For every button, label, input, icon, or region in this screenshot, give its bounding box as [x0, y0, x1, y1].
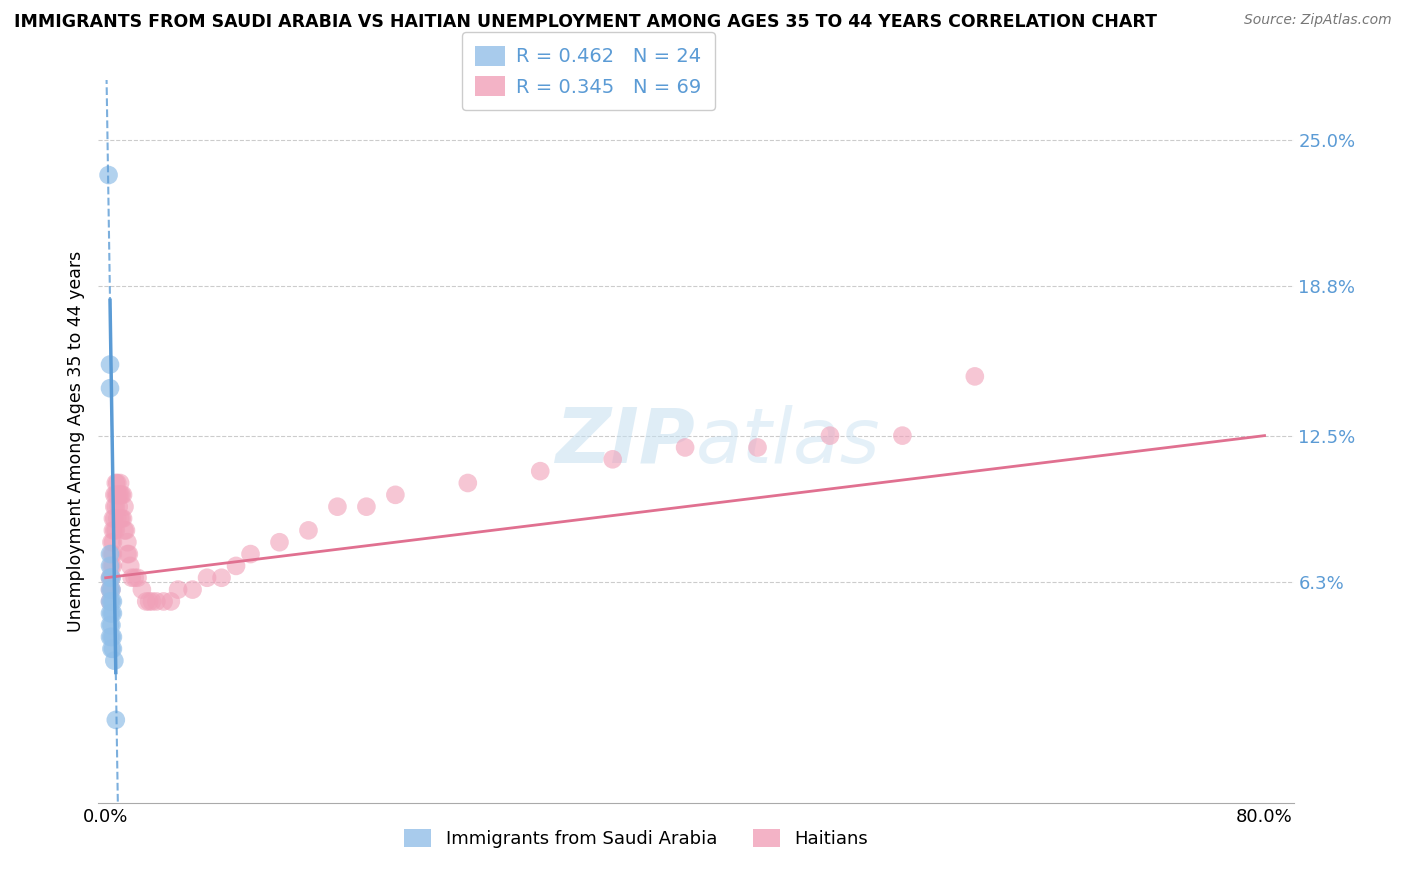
Point	[112, 511, 135, 525]
Point	[225, 558, 247, 573]
Point	[152, 594, 174, 608]
Point	[98, 594, 121, 608]
Point	[138, 594, 160, 608]
Point	[105, 475, 128, 490]
Text: Source: ZipAtlas.com: Source: ZipAtlas.com	[1244, 13, 1392, 28]
Point	[101, 594, 124, 608]
Point	[105, 511, 128, 525]
Point	[103, 511, 125, 525]
Point	[101, 511, 124, 525]
Point	[145, 594, 167, 608]
Point	[118, 547, 141, 561]
Point	[98, 358, 121, 372]
Point	[98, 558, 121, 573]
Point	[98, 630, 121, 644]
Point	[107, 500, 129, 514]
Text: atlas: atlas	[696, 405, 880, 478]
Point	[100, 607, 122, 621]
Point	[98, 607, 121, 621]
Point	[108, 511, 131, 525]
Point	[100, 641, 122, 656]
Point	[101, 607, 124, 621]
Legend: Immigrants from Saudi Arabia, Haitians: Immigrants from Saudi Arabia, Haitians	[396, 822, 876, 855]
Point	[114, 500, 136, 514]
Point	[101, 558, 124, 573]
Point	[98, 582, 121, 597]
Point	[818, 428, 841, 442]
Point	[115, 524, 138, 538]
Point	[121, 571, 143, 585]
Point	[110, 511, 132, 525]
Y-axis label: Unemployment Among Ages 35 to 44 years: Unemployment Among Ages 35 to 44 years	[66, 251, 84, 632]
Point	[117, 547, 139, 561]
Point	[114, 524, 136, 538]
Point	[117, 535, 139, 549]
Point	[103, 488, 125, 502]
Point	[100, 558, 122, 573]
Point	[104, 475, 127, 490]
Point	[104, 500, 127, 514]
Point	[100, 582, 122, 597]
Point	[105, 488, 128, 502]
Point	[167, 582, 190, 597]
Point	[108, 488, 131, 502]
Point	[112, 488, 135, 502]
Point	[110, 488, 132, 502]
Point	[100, 594, 122, 608]
Point	[98, 547, 121, 561]
Point	[103, 524, 125, 538]
Point	[103, 654, 125, 668]
Point	[98, 571, 121, 585]
Point	[457, 475, 479, 490]
Point	[529, 464, 551, 478]
Point	[135, 594, 157, 608]
Point	[100, 582, 122, 597]
Point	[963, 369, 986, 384]
Point	[104, 488, 127, 502]
Text: IMMIGRANTS FROM SAUDI ARABIA VS HAITIAN UNEMPLOYMENT AMONG AGES 35 TO 44 YEARS C: IMMIGRANTS FROM SAUDI ARABIA VS HAITIAN …	[14, 13, 1157, 31]
Point	[101, 524, 124, 538]
Point	[131, 582, 153, 597]
Point	[181, 582, 204, 597]
Point	[124, 571, 146, 585]
Point	[100, 571, 122, 585]
Point	[101, 547, 124, 561]
Point	[101, 535, 124, 549]
Point	[384, 488, 406, 502]
Point	[602, 452, 624, 467]
Point	[98, 381, 121, 395]
Point	[891, 428, 914, 442]
Point	[101, 630, 124, 644]
Point	[100, 571, 122, 585]
Point	[127, 571, 149, 585]
Point	[747, 441, 769, 455]
Point	[108, 475, 131, 490]
Point	[98, 618, 121, 632]
Point	[141, 594, 163, 608]
Point	[101, 641, 124, 656]
Point	[100, 547, 122, 561]
Point	[100, 618, 122, 632]
Point	[100, 535, 122, 549]
Point	[107, 488, 129, 502]
Point	[211, 571, 233, 585]
Point	[97, 168, 120, 182]
Point	[356, 500, 378, 514]
Point	[98, 594, 121, 608]
Point	[103, 500, 125, 514]
Point	[100, 630, 122, 644]
Point	[297, 524, 319, 538]
Point	[104, 524, 127, 538]
Text: ZIP: ZIP	[557, 405, 696, 478]
Point	[326, 500, 349, 514]
Point	[120, 558, 142, 573]
Point	[98, 571, 121, 585]
Point	[160, 594, 183, 608]
Point	[98, 582, 121, 597]
Point	[673, 441, 696, 455]
Point	[104, 713, 127, 727]
Point	[195, 571, 218, 585]
Point	[239, 547, 262, 561]
Point	[269, 535, 291, 549]
